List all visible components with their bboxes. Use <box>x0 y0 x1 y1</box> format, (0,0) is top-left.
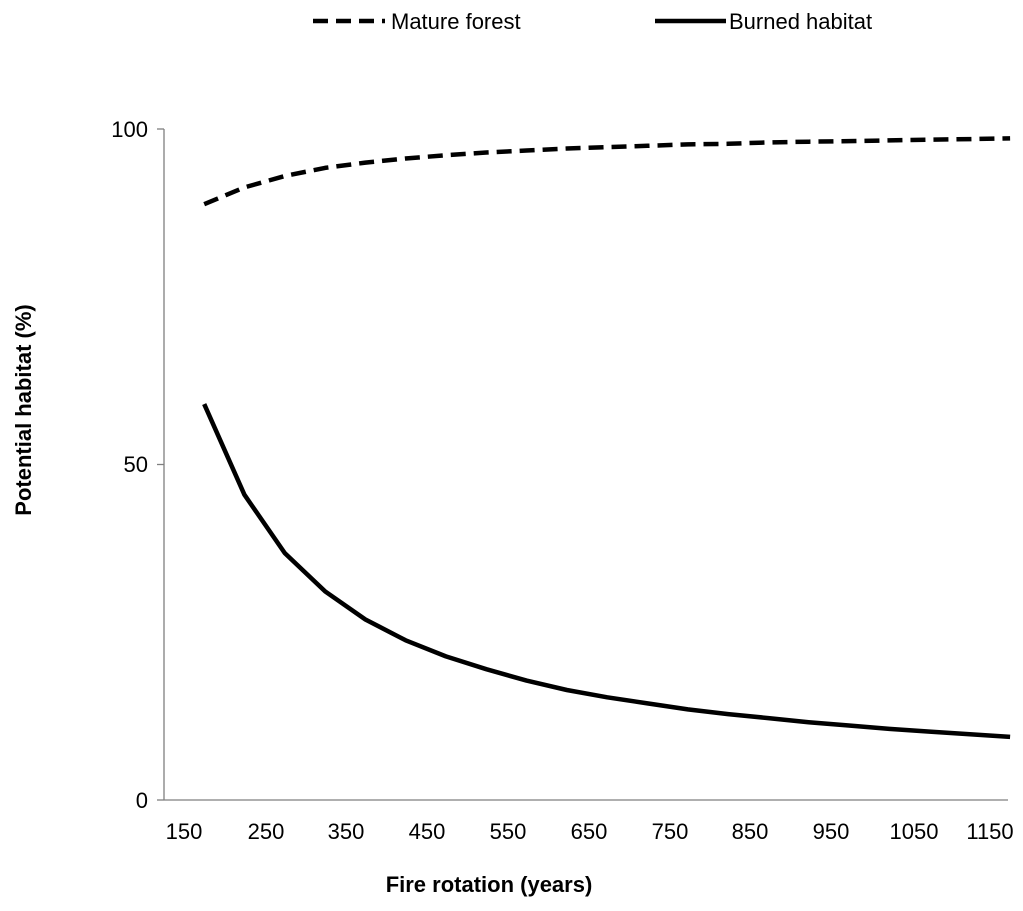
x-tick-label: 450 <box>409 819 446 844</box>
x-tick-label: 550 <box>490 819 527 844</box>
x-tick-label: 1150 <box>966 819 1013 844</box>
x-axis: 150 250 350 450 550 650 750 850 950 1050… <box>164 799 1014 844</box>
x-tick-label: 1050 <box>890 819 939 844</box>
y-axis-title: Potential habitat (%) <box>11 304 36 515</box>
series-line-burned-habitat <box>202 403 1011 740</box>
y-tick-label: 0 <box>136 788 148 813</box>
legend-label-mature-forest: Mature forest <box>391 9 521 34</box>
x-axis-title: Fire rotation (years) <box>386 872 593 897</box>
x-tick-label: 950 <box>813 819 850 844</box>
y-tick-label: 50 <box>124 452 148 477</box>
series-line-mature-forest <box>203 136 1011 207</box>
plot-area <box>202 136 1011 740</box>
legend-label-burned-habitat: Burned habitat <box>729 9 872 34</box>
x-tick-label: 250 <box>248 819 285 844</box>
y-tick-label: 100 <box>111 117 148 142</box>
x-tick-label: 850 <box>732 819 769 844</box>
x-tick-label: 750 <box>652 819 689 844</box>
legend: Mature forest Burned habitat <box>313 9 872 34</box>
x-tick-label: 650 <box>571 819 608 844</box>
y-axis: 100 50 0 <box>111 117 165 813</box>
x-tick-label: 150 <box>166 819 203 844</box>
x-tick-label: 350 <box>328 819 365 844</box>
